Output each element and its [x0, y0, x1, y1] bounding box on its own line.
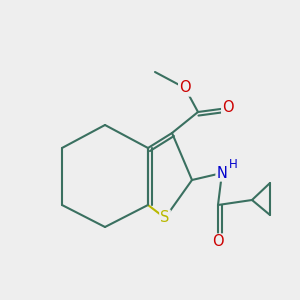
Text: H: H	[229, 158, 238, 170]
Text: O: O	[179, 80, 191, 95]
Text: N: N	[217, 166, 227, 181]
Text: O: O	[222, 100, 234, 116]
Text: S: S	[160, 211, 170, 226]
Text: O: O	[212, 235, 224, 250]
